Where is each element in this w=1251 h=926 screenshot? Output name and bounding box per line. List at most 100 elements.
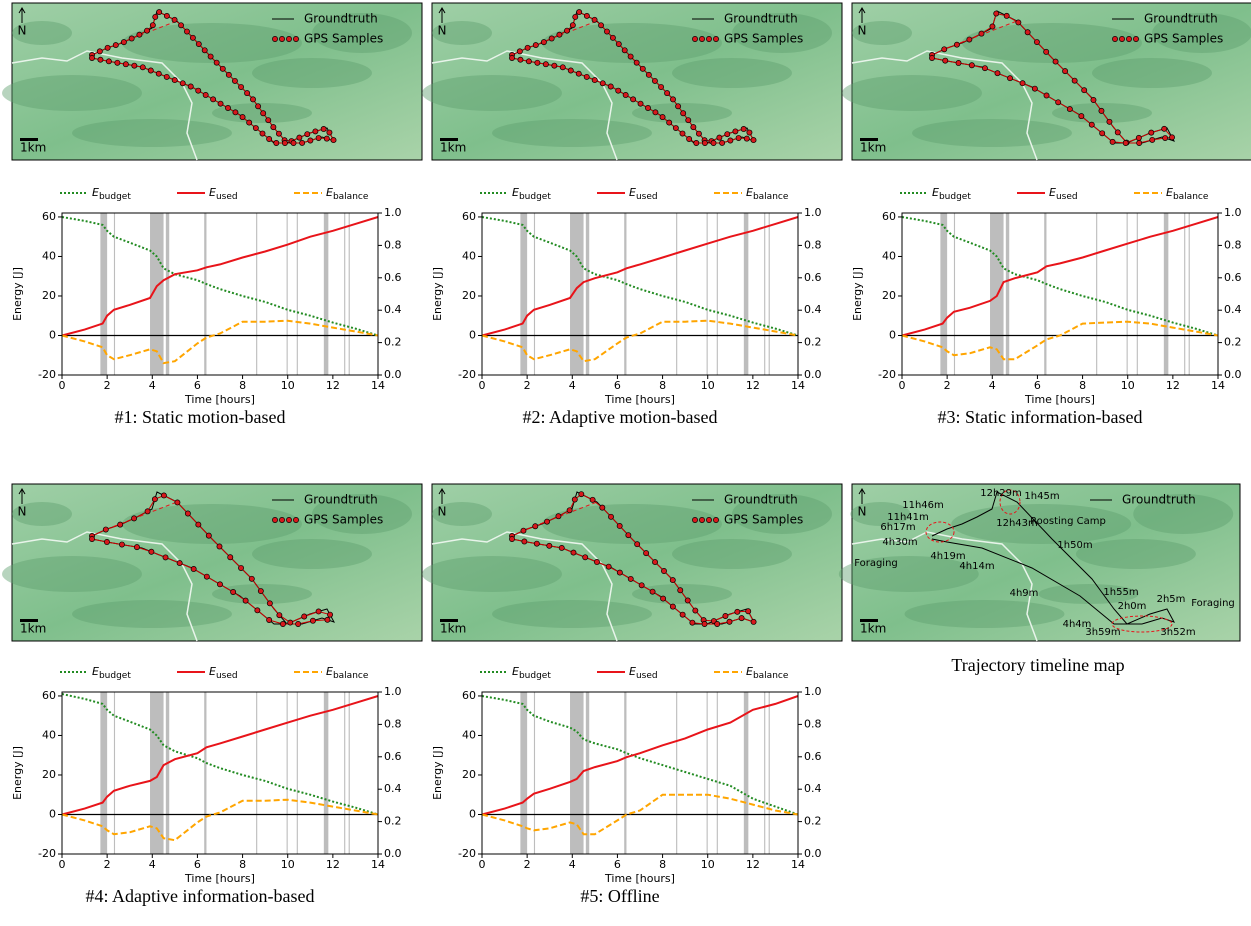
- gps-sample: [1169, 135, 1174, 140]
- gps-sample: [660, 115, 665, 120]
- x-tick-label: 0: [899, 379, 906, 392]
- gps-sample: [1107, 119, 1112, 124]
- timeline-label: 4h30m: [882, 537, 917, 548]
- y-tick-label: 0: [469, 807, 476, 820]
- gps-sample: [956, 60, 961, 65]
- gps-sample: [681, 111, 686, 116]
- gps-sample: [267, 601, 272, 606]
- timeline-label: 1h45m: [1024, 491, 1059, 502]
- gps-sample: [590, 497, 595, 502]
- gps-sample: [327, 130, 332, 135]
- chart-caption: #4: Adaptive information-based: [86, 886, 315, 906]
- timeline-label: 4h14m: [959, 561, 994, 572]
- gps-sample: [942, 47, 947, 52]
- y-axis-label: Energy [J]: [431, 746, 444, 800]
- gps-sample: [982, 66, 987, 71]
- y2-tick-label: 0.8: [804, 238, 822, 251]
- x-tick-label: 10: [281, 379, 295, 392]
- gps-sample: [225, 105, 230, 110]
- gps-sample: [571, 550, 576, 555]
- series-line: [62, 800, 378, 841]
- y2-tick-label: 0.4: [384, 782, 402, 795]
- gps-sample: [1067, 106, 1072, 111]
- gps-sample: [521, 528, 526, 533]
- gps-sample: [751, 619, 756, 624]
- chart-caption: #3: Static information-based: [938, 407, 1143, 427]
- map: N1kmGroundtruthGPS Samples: [422, 3, 842, 160]
- sampling-span: [764, 692, 765, 854]
- gps-sample: [645, 105, 650, 110]
- gps-sample: [140, 65, 145, 70]
- gps-sample: [203, 92, 208, 97]
- terrain-shade: [252, 58, 372, 88]
- gps-sample: [231, 589, 236, 594]
- gps-sample: [736, 135, 741, 140]
- gps-sample: [153, 14, 158, 19]
- gps-sample: [1149, 130, 1154, 135]
- gps-sample: [661, 596, 666, 601]
- scale-label: 1km: [20, 141, 46, 155]
- gps-sample: [184, 29, 189, 34]
- y2-tick-label: 0.2: [384, 815, 402, 828]
- gps-sample: [686, 118, 691, 123]
- gps-sample: [604, 29, 609, 34]
- gps-sample: [661, 568, 666, 573]
- map: N1kmGroundtruthGPS Samples: [842, 3, 1251, 160]
- gps-sample: [639, 583, 644, 588]
- terrain-shade: [492, 600, 652, 628]
- gps-sample: [177, 560, 182, 565]
- sampling-span: [1127, 213, 1128, 375]
- scale-label: 1km: [440, 141, 466, 155]
- gps-sample: [145, 509, 150, 514]
- y2-tick-label: 0.2: [804, 336, 822, 349]
- gps-sample: [260, 131, 265, 136]
- y2-tick-label: 0.0: [804, 368, 822, 381]
- y-tick-label: 60: [882, 210, 896, 223]
- gps-sample: [717, 135, 722, 140]
- gps-sample: [573, 14, 578, 19]
- legend-label: Groundtruth: [724, 12, 798, 26]
- gps-sample: [658, 84, 663, 89]
- gps-sample: [691, 125, 696, 130]
- gps-sample: [98, 57, 103, 62]
- legend-label: Groundtruth: [1122, 493, 1196, 507]
- y-axis-label: Energy [J]: [11, 267, 24, 321]
- gps-sample: [670, 604, 675, 609]
- gps-sample: [250, 97, 255, 102]
- y-tick-label: 40: [42, 249, 56, 262]
- gps-sample: [103, 527, 108, 532]
- sampling-span: [744, 692, 749, 854]
- gps-sample: [608, 84, 613, 89]
- y2-tick-label: 0.0: [384, 847, 402, 860]
- terrain-shade: [492, 119, 652, 147]
- gps-sample: [746, 609, 751, 614]
- gps-sample: [598, 23, 603, 28]
- x-tick-label: 6: [194, 379, 201, 392]
- gps-sample: [739, 616, 744, 621]
- gps-sample: [300, 140, 305, 145]
- y2-tick-label: 0.6: [804, 750, 822, 763]
- gps-sample: [271, 125, 276, 130]
- legend-label: Eused: [209, 186, 238, 202]
- gps-sample: [626, 533, 631, 538]
- x-tick-label: 10: [1121, 379, 1135, 392]
- y2-tick-label: 1.0: [384, 685, 402, 698]
- x-tick-label: 14: [791, 858, 805, 871]
- gps-sample: [943, 58, 948, 63]
- legend-label: Ebalance: [746, 665, 789, 681]
- gps-sample: [175, 500, 180, 505]
- y-tick-label: -20: [458, 847, 476, 860]
- gps-sample: [628, 54, 633, 59]
- sampling-span: [520, 692, 527, 854]
- scale-label: 1km: [860, 622, 886, 636]
- sampling-span: [166, 692, 169, 854]
- y-tick-label: 0: [49, 807, 56, 820]
- gps-sample: [274, 140, 279, 145]
- gps-sample: [543, 62, 548, 67]
- north-label: N: [438, 505, 447, 519]
- legend-marker: [279, 36, 284, 41]
- sampling-span: [204, 692, 206, 854]
- y2-tick-label: 0.8: [804, 717, 822, 730]
- gps-sample: [667, 120, 672, 125]
- gps-sample: [238, 565, 243, 570]
